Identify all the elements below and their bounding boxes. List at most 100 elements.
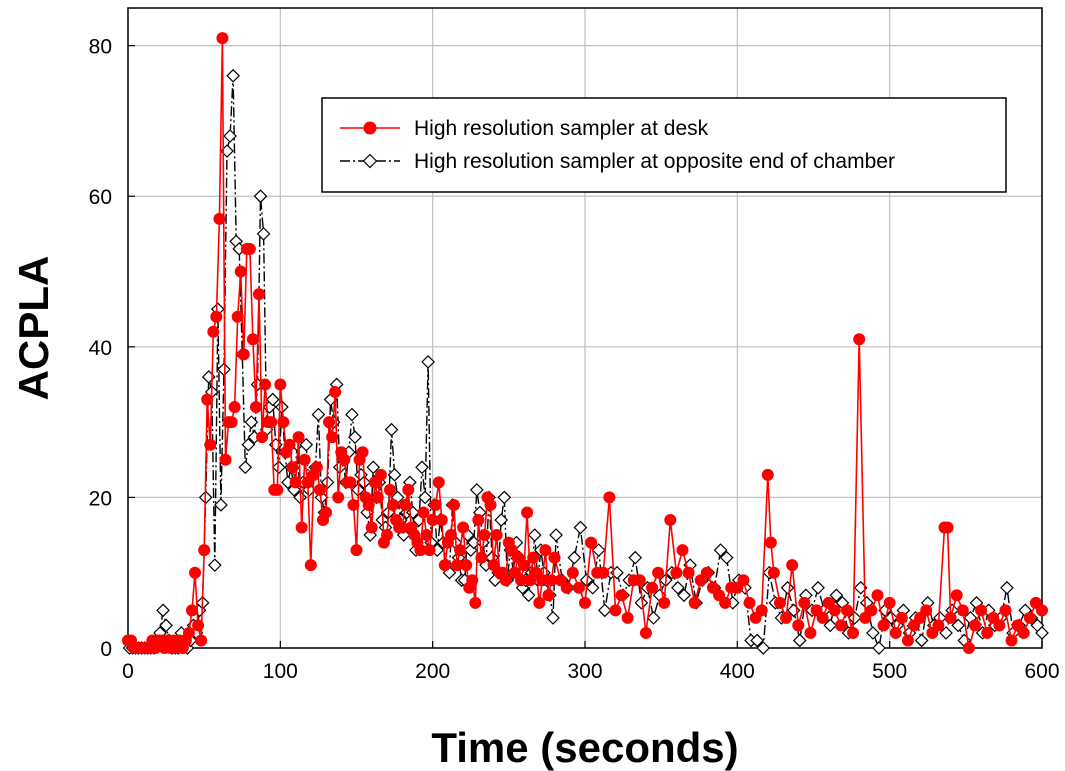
data-point <box>214 498 228 512</box>
data-point <box>387 498 400 511</box>
data-point <box>253 189 268 204</box>
data-point <box>798 596 811 609</box>
y-tick-label: 60 <box>89 186 112 209</box>
data-point <box>585 580 600 595</box>
data-point <box>670 566 683 579</box>
data-point <box>884 611 899 625</box>
data-point <box>634 595 649 610</box>
data-point <box>773 596 786 609</box>
data-point <box>956 604 969 617</box>
data-point <box>780 611 793 624</box>
data-point <box>585 536 598 549</box>
data-point <box>225 416 238 429</box>
data-point <box>207 558 222 573</box>
x-axis-title: Time (seconds) <box>431 724 738 771</box>
data-point <box>533 596 546 609</box>
data-point <box>249 401 262 414</box>
data-point <box>1035 626 1049 640</box>
data-point <box>466 574 479 587</box>
data-point <box>944 611 957 624</box>
data-point <box>841 604 854 617</box>
data-point <box>939 626 953 640</box>
data-point <box>213 212 226 225</box>
data-point <box>265 416 278 429</box>
data-point <box>198 544 211 557</box>
data-point <box>615 589 628 602</box>
data-point <box>421 355 435 369</box>
data-point <box>682 566 695 579</box>
data-point <box>527 551 540 564</box>
data-point <box>609 604 622 617</box>
data-point <box>560 581 573 594</box>
data-point <box>603 491 616 504</box>
data-point <box>847 626 860 639</box>
data-point <box>289 476 302 489</box>
data-point <box>597 566 610 579</box>
data-point <box>497 490 512 505</box>
data-point <box>374 468 387 481</box>
data-point <box>286 461 299 474</box>
data-point <box>216 32 229 45</box>
y-tick-label: 40 <box>89 337 112 360</box>
data-point <box>756 641 771 655</box>
data-point <box>542 589 555 602</box>
data-point <box>1000 580 1014 595</box>
data-point <box>591 543 606 557</box>
data-point <box>356 446 369 459</box>
data-point <box>311 407 326 422</box>
data-point <box>786 559 799 572</box>
x-tick-label: 300 <box>567 660 602 683</box>
data-point <box>676 544 689 557</box>
data-point <box>207 325 220 338</box>
data-point <box>895 611 908 624</box>
data-point <box>646 611 661 625</box>
data-point <box>549 528 563 542</box>
data-point <box>418 490 432 505</box>
data-point <box>1023 611 1036 624</box>
data-point <box>521 506 534 519</box>
legend-label-desk: High resolution sampler at desk <box>414 117 709 140</box>
data-point <box>384 422 399 437</box>
data-point <box>628 550 643 565</box>
data-point <box>792 619 805 632</box>
data-point <box>310 461 323 474</box>
data-point <box>457 521 470 534</box>
data-point <box>658 596 671 609</box>
y-tick-label: 20 <box>89 487 112 510</box>
data-point <box>671 580 685 595</box>
data-point <box>889 626 902 639</box>
data-point <box>950 589 963 602</box>
data-point <box>786 603 801 618</box>
data-point <box>1005 634 1018 647</box>
data-point <box>713 543 728 557</box>
data-point <box>521 588 536 603</box>
data-point <box>219 453 232 466</box>
data-point <box>755 604 768 617</box>
data-point <box>350 544 363 557</box>
data-point <box>228 401 241 414</box>
x-tick-label: 100 <box>263 660 298 683</box>
data-point <box>767 566 780 579</box>
data-point <box>499 574 512 587</box>
legend-marker-opposite <box>362 153 378 169</box>
data-point <box>362 498 375 511</box>
data-point <box>234 265 247 278</box>
data-point <box>344 476 357 489</box>
data-point <box>399 498 412 511</box>
data-point <box>750 633 764 648</box>
data-point <box>304 559 317 572</box>
data-point <box>572 581 585 594</box>
series-desk <box>122 32 1048 654</box>
data-point <box>201 393 214 406</box>
y-axis-ticks: 0 20 40 60 80 <box>89 36 135 661</box>
data-point <box>417 506 430 519</box>
data-point <box>968 619 981 632</box>
data-point <box>566 566 579 579</box>
data-point <box>402 483 415 496</box>
data-point <box>490 529 503 542</box>
data-point <box>265 392 280 407</box>
data-point <box>210 310 223 323</box>
data-point <box>652 566 665 579</box>
data-point <box>460 559 473 572</box>
data-point <box>231 310 244 323</box>
